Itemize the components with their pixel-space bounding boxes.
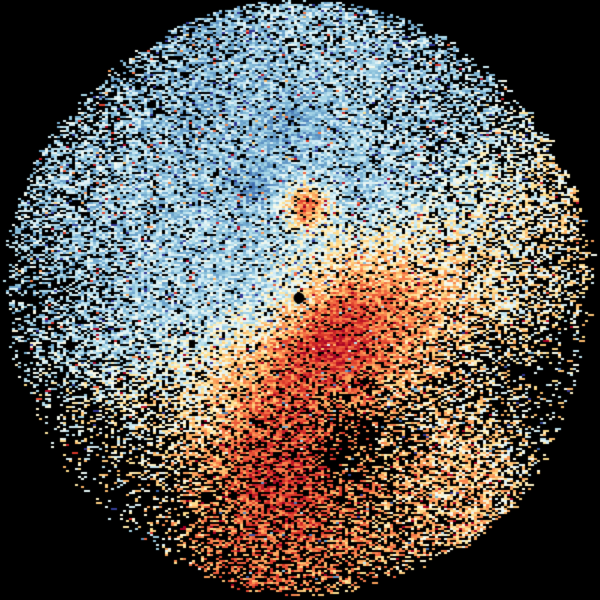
velocity-map [0,0,600,600]
velocity-heatmap-canvas [0,0,600,600]
